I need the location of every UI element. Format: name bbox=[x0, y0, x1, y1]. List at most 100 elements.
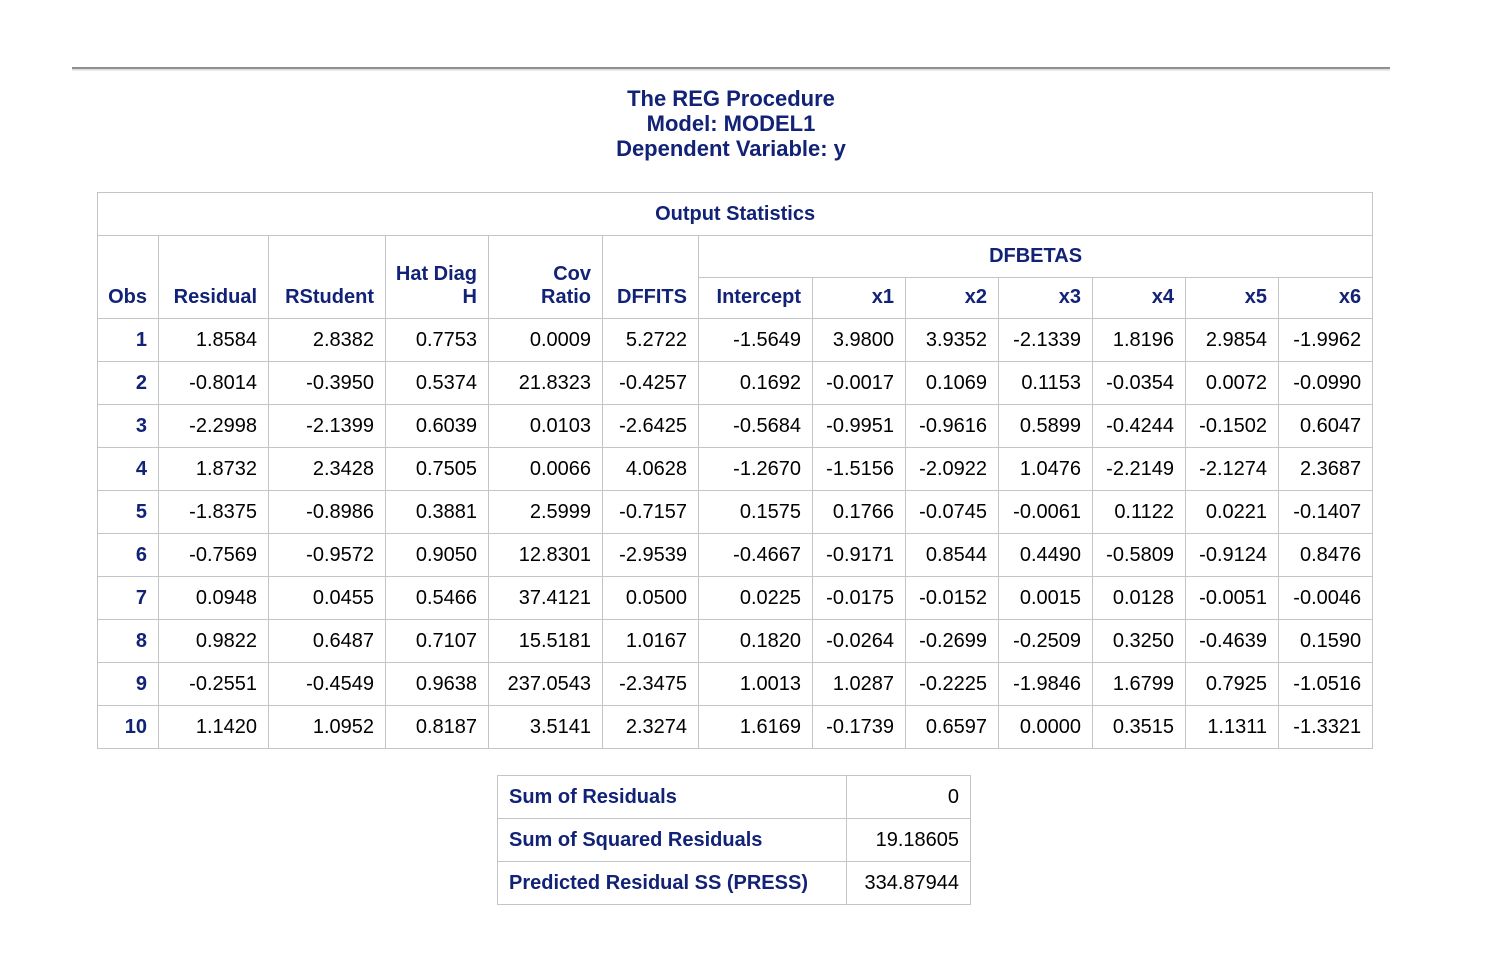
value-cell: 0.7925 bbox=[1185, 662, 1279, 706]
table-row: 1 1.8584 2.8382 0.7753 0.0009 5.2722 -1.5649 3.… bbox=[97, 318, 1374, 362]
value-cell: -0.9616 bbox=[905, 404, 999, 448]
obs-cell: 4 bbox=[97, 447, 159, 491]
value-cell: -0.0175 bbox=[812, 576, 906, 620]
value-cell: -0.2551 bbox=[158, 662, 269, 706]
value-cell: 0.0103 bbox=[488, 404, 603, 448]
value-cell: 5.2722 bbox=[602, 318, 699, 362]
value-cell: -1.3321 bbox=[1277, 705, 1374, 749]
col-header-residual: Residual bbox=[158, 235, 269, 319]
value-cell: -0.1502 bbox=[1185, 404, 1279, 448]
value-cell: -2.6425 bbox=[602, 404, 699, 448]
col-header-x5: x5 bbox=[1185, 277, 1279, 319]
value-cell: -0.1739 bbox=[812, 705, 906, 749]
caption-row: Output Statistics bbox=[96, 192, 1374, 236]
value-cell: -0.9572 bbox=[268, 533, 386, 577]
value-cell: -2.1274 bbox=[1185, 447, 1279, 491]
value-cell: 2.3274 bbox=[602, 705, 699, 749]
value-cell: 237.0543 bbox=[488, 662, 603, 706]
value-cell: 2.8382 bbox=[268, 318, 386, 362]
value-cell: 0.6487 bbox=[268, 619, 386, 663]
value-cell: 0.8187 bbox=[385, 705, 489, 749]
col-header-x1: x1 bbox=[812, 277, 906, 319]
value-cell: -1.9846 bbox=[998, 662, 1093, 706]
value-cell: 0.0015 bbox=[998, 576, 1093, 620]
value-cell: 0.0009 bbox=[488, 318, 603, 362]
value-cell: 3.5141 bbox=[488, 705, 603, 749]
col-group-header-dfbetas: DFBETAS bbox=[697, 235, 1374, 278]
value-cell: 0.8544 bbox=[905, 533, 999, 577]
value-cell: 1.1420 bbox=[158, 705, 269, 749]
value-cell: 0.5466 bbox=[385, 576, 489, 620]
title-dependent-variable: Dependent Variable: y bbox=[616, 136, 846, 161]
value-cell: 0.9050 bbox=[385, 533, 489, 577]
value-cell: 0.7505 bbox=[385, 447, 489, 491]
value-cell: 0.1069 bbox=[905, 361, 999, 405]
obs-cell: 6 bbox=[97, 533, 159, 577]
table-row: 10 1.1420 1.0952 0.8187 3.5141 2.3274 1.6169 -0… bbox=[97, 705, 1374, 749]
value-cell: -0.7569 bbox=[158, 533, 269, 577]
value-cell: 0.1820 bbox=[698, 619, 813, 663]
value-cell: -0.4667 bbox=[698, 533, 813, 577]
table-row: 3 -2.2998 -2.1399 0.6039 0.0103 -2.6425 -0.568… bbox=[97, 404, 1374, 448]
obs-cell: 9 bbox=[97, 662, 159, 706]
obs-cell: 7 bbox=[97, 576, 159, 620]
value-cell: 4.0628 bbox=[602, 447, 699, 491]
value-cell: -0.0046 bbox=[1277, 576, 1374, 620]
col-header-x4: x4 bbox=[1092, 277, 1186, 319]
value-cell: 0.1692 bbox=[698, 361, 813, 405]
value-cell: 0.1122 bbox=[1092, 490, 1186, 534]
value-cell: -0.5809 bbox=[1092, 533, 1186, 577]
value-cell: 0.0948 bbox=[158, 576, 269, 620]
obs-cell: 8 bbox=[97, 619, 159, 663]
value-cell: -1.2670 bbox=[698, 447, 813, 491]
value-cell: 0.6039 bbox=[385, 404, 489, 448]
value-cell: -0.9171 bbox=[812, 533, 906, 577]
value-cell: -0.0354 bbox=[1092, 361, 1186, 405]
table-caption: Output Statistics bbox=[96, 192, 1374, 236]
value-cell: 0.7107 bbox=[385, 619, 489, 663]
col-header-x3: x3 bbox=[998, 277, 1093, 319]
value-cell: 2.3687 bbox=[1277, 447, 1374, 491]
value-cell: -0.9124 bbox=[1185, 533, 1279, 577]
value-cell: -0.0264 bbox=[812, 619, 906, 663]
value-cell: -2.2149 bbox=[1092, 447, 1186, 491]
value-cell: 0.0128 bbox=[1092, 576, 1186, 620]
summary-label-sum-of-squared-residuals: Sum of Squared Residuals bbox=[497, 818, 847, 862]
value-cell: -0.4549 bbox=[268, 662, 386, 706]
header-row-group: Obs Residual RStudent Hat Diag H Cov Rat… bbox=[97, 235, 1374, 319]
table-row: 7 0.0948 0.0455 0.5466 37.4121 0.0500 0.0225 -0… bbox=[97, 576, 1374, 620]
col-header-intercept: Intercept bbox=[698, 277, 813, 319]
col-header-x2: x2 bbox=[905, 277, 999, 319]
value-cell: -1.5649 bbox=[698, 318, 813, 362]
title-model: Model: MODEL1 bbox=[646, 111, 816, 136]
value-cell: -0.4257 bbox=[602, 361, 699, 405]
value-cell: 0.1590 bbox=[1277, 619, 1374, 663]
value-cell: 0.8476 bbox=[1277, 533, 1374, 577]
value-cell: -0.0152 bbox=[905, 576, 999, 620]
title-block: The REG Procedure Model: MODEL1 Dependen… bbox=[72, 86, 1390, 161]
value-cell: -0.4639 bbox=[1185, 619, 1279, 663]
value-cell: 0.0225 bbox=[698, 576, 813, 620]
value-cell: 0.6597 bbox=[905, 705, 999, 749]
value-cell: -0.0990 bbox=[1277, 361, 1374, 405]
value-cell: 1.0167 bbox=[602, 619, 699, 663]
value-cell: 1.6169 bbox=[698, 705, 813, 749]
value-cell: 1.6799 bbox=[1092, 662, 1186, 706]
value-cell: 1.0952 bbox=[268, 705, 386, 749]
value-cell: 1.8196 bbox=[1092, 318, 1186, 362]
col-header-obs: Obs bbox=[97, 235, 159, 319]
value-cell: -0.2225 bbox=[905, 662, 999, 706]
value-cell: -1.0516 bbox=[1277, 662, 1374, 706]
value-cell: -0.2699 bbox=[905, 619, 999, 663]
value-cell: -0.0061 bbox=[998, 490, 1093, 534]
value-cell: 21.8323 bbox=[488, 361, 603, 405]
value-cell: 1.1311 bbox=[1185, 705, 1279, 749]
value-cell: -2.1339 bbox=[998, 318, 1093, 362]
value-cell: 0.1766 bbox=[812, 490, 906, 534]
value-cell: -2.2998 bbox=[158, 404, 269, 448]
value-cell: -0.4244 bbox=[1092, 404, 1186, 448]
value-cell: 0.0500 bbox=[602, 576, 699, 620]
value-cell: 0.5899 bbox=[998, 404, 1093, 448]
value-cell: 0.0000 bbox=[998, 705, 1093, 749]
